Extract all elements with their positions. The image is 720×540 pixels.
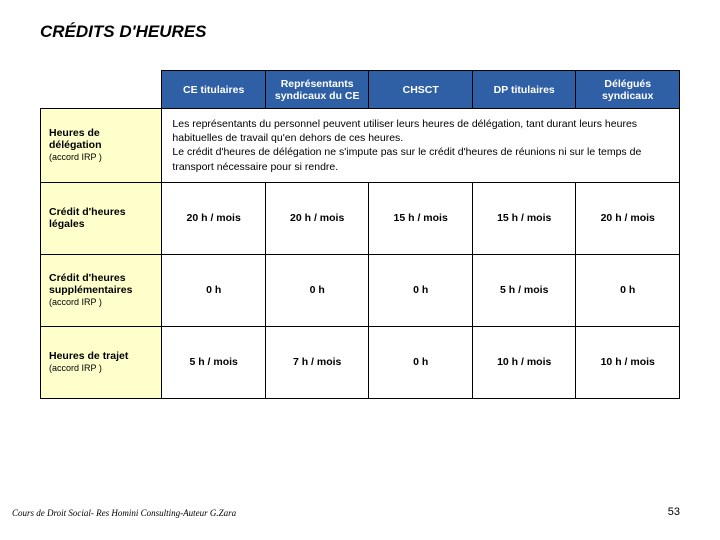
- row-sublabel: (accord IRP ): [49, 152, 102, 162]
- corner-cell: [41, 71, 162, 109]
- table-row: Crédit d'heures supplémentaires (accord …: [41, 254, 680, 326]
- row-sublabel: (accord IRP ): [49, 297, 102, 307]
- table-cell: 10 h / mois: [576, 326, 680, 398]
- row-header: Crédit d'heures légales: [41, 182, 162, 254]
- row-label: Heures de trajet: [49, 350, 128, 362]
- table-row: Heures de délégation (accord IRP ) Les r…: [41, 109, 680, 183]
- footer: Cours de Droit Social- Res Homini Consul…: [12, 506, 680, 518]
- table-cell: 20 h / mois: [576, 182, 680, 254]
- table-cell: 10 h / mois: [472, 326, 576, 398]
- table-row: Crédit d'heures légales 20 h / mois 20 h…: [41, 182, 680, 254]
- row-sublabel: (accord IRP ): [49, 363, 102, 373]
- credits-table: CE titulaires Représentants syndicaux du…: [40, 70, 680, 399]
- table-cell: 20 h / mois: [162, 182, 266, 254]
- page-title: CRÉDITS D'HEURES: [40, 22, 680, 42]
- table-cell: 15 h / mois: [369, 182, 473, 254]
- table-cell: 5 h / mois: [162, 326, 266, 398]
- page-number: 53: [668, 506, 680, 518]
- col-header: CHSCT: [369, 71, 473, 109]
- col-header: CE titulaires: [162, 71, 266, 109]
- table-cell: 0 h: [369, 254, 473, 326]
- row-label: Crédit d'heures supplémentaires: [49, 272, 132, 296]
- table-cell: 0 h: [369, 326, 473, 398]
- col-header: Représentants syndicaux du CE: [265, 71, 369, 109]
- col-header: DP titulaires: [472, 71, 576, 109]
- row-description: Les représentants du personnel peuvent u…: [162, 109, 680, 183]
- table-cell: 0 h: [265, 254, 369, 326]
- row-label: Crédit d'heures légales: [49, 206, 126, 230]
- row-header: Heures de délégation (accord IRP ): [41, 109, 162, 183]
- row-header: Heures de trajet (accord IRP ): [41, 326, 162, 398]
- row-label: Heures de délégation: [49, 127, 102, 151]
- table-cell: 20 h / mois: [265, 182, 369, 254]
- footer-credit: Cours de Droit Social- Res Homini Consul…: [12, 508, 236, 518]
- col-header: Délégués syndicaux: [576, 71, 680, 109]
- table-cell: 0 h: [576, 254, 680, 326]
- table-header-row: CE titulaires Représentants syndicaux du…: [41, 71, 680, 109]
- table-cell: 7 h / mois: [265, 326, 369, 398]
- row-header: Crédit d'heures supplémentaires (accord …: [41, 254, 162, 326]
- table-cell: 15 h / mois: [472, 182, 576, 254]
- table-row: Heures de trajet (accord IRP ) 5 h / moi…: [41, 326, 680, 398]
- table-cell: 0 h: [162, 254, 266, 326]
- table-cell: 5 h / mois: [472, 254, 576, 326]
